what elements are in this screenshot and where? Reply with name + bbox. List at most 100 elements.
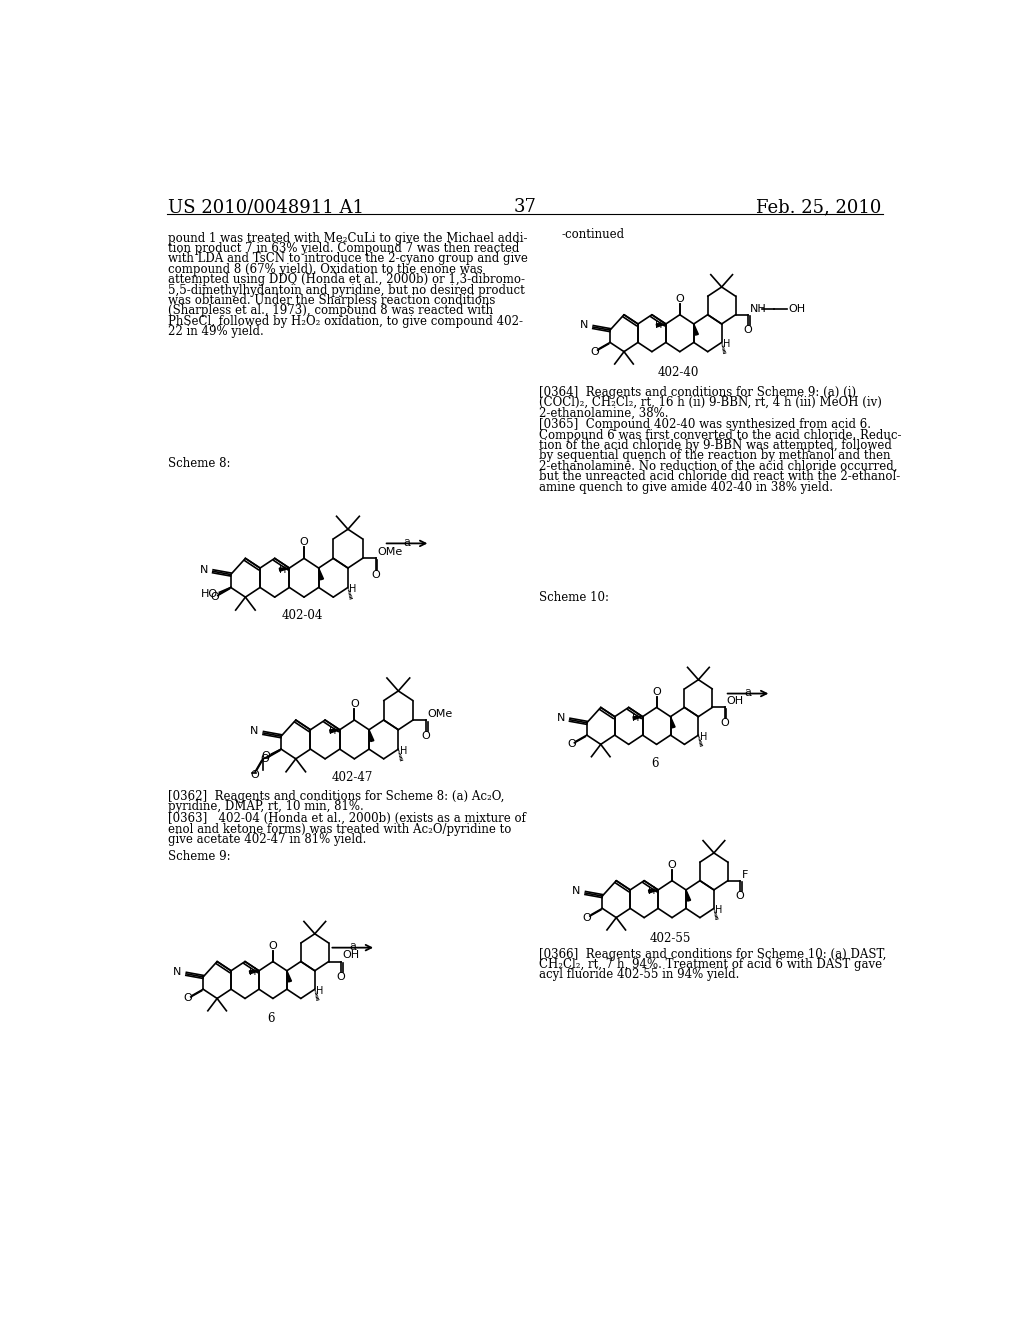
Text: US 2010/0048911 A1: US 2010/0048911 A1 bbox=[168, 198, 365, 216]
Text: HO: HO bbox=[201, 589, 218, 599]
Text: O: O bbox=[676, 294, 684, 305]
Text: (Sharpless et al., 1973), compound 8 was reacted with: (Sharpless et al., 1973), compound 8 was… bbox=[168, 305, 494, 317]
Text: H: H bbox=[723, 339, 730, 348]
Text: O: O bbox=[652, 686, 660, 697]
Polygon shape bbox=[671, 717, 675, 727]
Text: O: O bbox=[743, 325, 753, 335]
Text: 22 in 49% yield.: 22 in 49% yield. bbox=[168, 325, 264, 338]
Polygon shape bbox=[369, 730, 374, 742]
Text: O: O bbox=[260, 754, 269, 764]
Text: N: N bbox=[250, 726, 259, 737]
Polygon shape bbox=[330, 730, 340, 733]
Text: give acetate 402-47 in 81% yield.: give acetate 402-47 in 81% yield. bbox=[168, 833, 367, 846]
Text: N: N bbox=[557, 713, 565, 723]
Text: O: O bbox=[736, 891, 744, 902]
Text: N: N bbox=[173, 968, 181, 977]
Text: [0365]  Compound 402-40 was synthesized from acid 6.: [0365] Compound 402-40 was synthesized f… bbox=[539, 418, 870, 432]
Text: O: O bbox=[590, 347, 599, 356]
Text: H: H bbox=[700, 731, 708, 742]
Text: O: O bbox=[567, 739, 575, 750]
Text: [0362]  Reagents and conditions for Scheme 8: (a) Ac₂O,: [0362] Reagents and conditions for Schem… bbox=[168, 789, 505, 803]
Text: 6: 6 bbox=[651, 758, 658, 771]
Text: N: N bbox=[572, 887, 581, 896]
Text: O: O bbox=[261, 751, 269, 760]
Text: 402-47: 402-47 bbox=[332, 771, 374, 784]
Text: O: O bbox=[350, 698, 358, 709]
Text: N: N bbox=[580, 321, 589, 330]
Text: O: O bbox=[372, 569, 380, 579]
Text: OMe: OMe bbox=[377, 546, 402, 557]
Text: OMe: OMe bbox=[428, 709, 453, 718]
Text: -continued: -continued bbox=[562, 227, 625, 240]
Text: H: H bbox=[399, 746, 408, 755]
Text: NH: NH bbox=[750, 304, 766, 314]
Polygon shape bbox=[280, 568, 290, 572]
Polygon shape bbox=[318, 568, 324, 579]
Text: OH: OH bbox=[788, 304, 806, 314]
Text: CH₂Cl₂, rt, 7 h, 94%. Treatment of acid 6 with DAST gave: CH₂Cl₂, rt, 7 h, 94%. Treatment of acid … bbox=[539, 958, 882, 972]
Text: Scheme 8:: Scheme 8: bbox=[168, 457, 230, 470]
Text: O: O bbox=[251, 770, 259, 780]
Text: acyl fluoride 402-55 in 94% yield.: acyl fluoride 402-55 in 94% yield. bbox=[539, 969, 739, 982]
Text: O: O bbox=[300, 537, 308, 548]
Text: Scheme 9:: Scheme 9: bbox=[168, 850, 231, 863]
Polygon shape bbox=[250, 970, 259, 974]
Text: tion of the acid chloride by 9-BBN was attempted, followed: tion of the acid chloride by 9-BBN was a… bbox=[539, 440, 892, 451]
Text: 402-04: 402-04 bbox=[282, 609, 323, 622]
Polygon shape bbox=[686, 890, 690, 902]
Polygon shape bbox=[633, 717, 643, 719]
Text: H: H bbox=[655, 321, 663, 330]
Text: O: O bbox=[183, 994, 193, 1003]
Polygon shape bbox=[656, 323, 666, 327]
Text: O: O bbox=[720, 718, 729, 727]
Text: N: N bbox=[200, 565, 208, 574]
Polygon shape bbox=[648, 890, 658, 892]
Text: H: H bbox=[249, 968, 256, 977]
Text: 6: 6 bbox=[267, 1011, 275, 1024]
Text: amine quench to give amide 402-40 in 38% yield.: amine quench to give amide 402-40 in 38%… bbox=[539, 480, 833, 494]
Text: [0363]   402-04 (Honda et al., 2000b) (exists as a mixture of: [0363] 402-04 (Honda et al., 2000b) (exi… bbox=[168, 812, 526, 825]
Text: H: H bbox=[647, 887, 655, 896]
Text: Compound 6 was first converted to the acid chloride. Reduc-: Compound 6 was first converted to the ac… bbox=[539, 429, 901, 442]
Text: OH: OH bbox=[343, 950, 359, 961]
Text: by sequential quench of the reaction by methanol and then: by sequential quench of the reaction by … bbox=[539, 449, 890, 462]
Text: tion product 7 in 63% yield. Compound 7 was then reacted: tion product 7 in 63% yield. Compound 7 … bbox=[168, 242, 519, 255]
Text: O: O bbox=[268, 941, 278, 952]
Text: O: O bbox=[210, 593, 219, 602]
Text: H: H bbox=[349, 583, 357, 594]
Text: 5,5-dimethylhydantoin and pyridine, but no desired product: 5,5-dimethylhydantoin and pyridine, but … bbox=[168, 284, 525, 297]
Text: 402-40: 402-40 bbox=[657, 367, 699, 379]
Text: H: H bbox=[330, 726, 337, 737]
Text: (COCl)₂, CH₂Cl₂, rt, 16 h (ii) 9-BBN, rt, 4 h (iii) MeOH (iv): (COCl)₂, CH₂Cl₂, rt, 16 h (ii) 9-BBN, rt… bbox=[539, 396, 882, 409]
Text: O: O bbox=[668, 861, 677, 870]
Text: Feb. 25, 2010: Feb. 25, 2010 bbox=[756, 198, 882, 216]
Text: Scheme 10:: Scheme 10: bbox=[539, 591, 608, 605]
Text: O: O bbox=[583, 912, 591, 923]
Text: F: F bbox=[741, 870, 749, 879]
Text: pyridine, DMAP, rt, 10 min, 81%.: pyridine, DMAP, rt, 10 min, 81%. bbox=[168, 800, 365, 813]
Text: with LDA and TsCN to introduce the 2-cyano group and give: with LDA and TsCN to introduce the 2-cya… bbox=[168, 252, 528, 265]
Text: was obtained. Under the Sharpless reaction conditions: was obtained. Under the Sharpless reacti… bbox=[168, 294, 496, 308]
Polygon shape bbox=[693, 323, 698, 335]
Text: attempted using DDQ (Honda et al., 2000b) or 1,3-dibromo-: attempted using DDQ (Honda et al., 2000b… bbox=[168, 273, 525, 286]
Text: compound 8 (67% yield). Oxidation to the enone was: compound 8 (67% yield). Oxidation to the… bbox=[168, 263, 483, 276]
Text: 2-ethanolamine. No reduction of the acid chloride occurred,: 2-ethanolamine. No reduction of the acid… bbox=[539, 459, 897, 473]
Text: H: H bbox=[279, 565, 287, 574]
Text: pound 1 was treated with Me₂CuLi to give the Michael addi-: pound 1 was treated with Me₂CuLi to give… bbox=[168, 231, 527, 244]
Text: but the unreacted acid chloride did react with the 2-ethanol-: but the unreacted acid chloride did reac… bbox=[539, 470, 900, 483]
Text: H: H bbox=[632, 713, 640, 723]
Text: O: O bbox=[422, 731, 430, 742]
Text: PhSeCl, followed by H₂O₂ oxidation, to give compound 402-: PhSeCl, followed by H₂O₂ oxidation, to g… bbox=[168, 314, 523, 327]
Polygon shape bbox=[287, 970, 292, 982]
Text: a: a bbox=[403, 536, 411, 549]
Text: [0366]  Reagents and conditions for Scheme 10: (a) DAST,: [0366] Reagents and conditions for Schem… bbox=[539, 948, 886, 961]
Text: 37: 37 bbox=[513, 198, 537, 216]
Text: 2-ethanolamine, 38%.: 2-ethanolamine, 38%. bbox=[539, 407, 669, 420]
Text: H: H bbox=[716, 906, 723, 915]
Text: enol and ketone forms) was treated with Ac₂O/pyridine to: enol and ketone forms) was treated with … bbox=[168, 822, 512, 836]
Text: a: a bbox=[744, 686, 752, 698]
Text: [0364]  Reagents and conditions for Scheme 9: (a) (i): [0364] Reagents and conditions for Schem… bbox=[539, 385, 856, 399]
Text: a: a bbox=[349, 940, 356, 953]
Text: 402-55: 402-55 bbox=[650, 932, 691, 945]
Text: O: O bbox=[337, 972, 345, 982]
